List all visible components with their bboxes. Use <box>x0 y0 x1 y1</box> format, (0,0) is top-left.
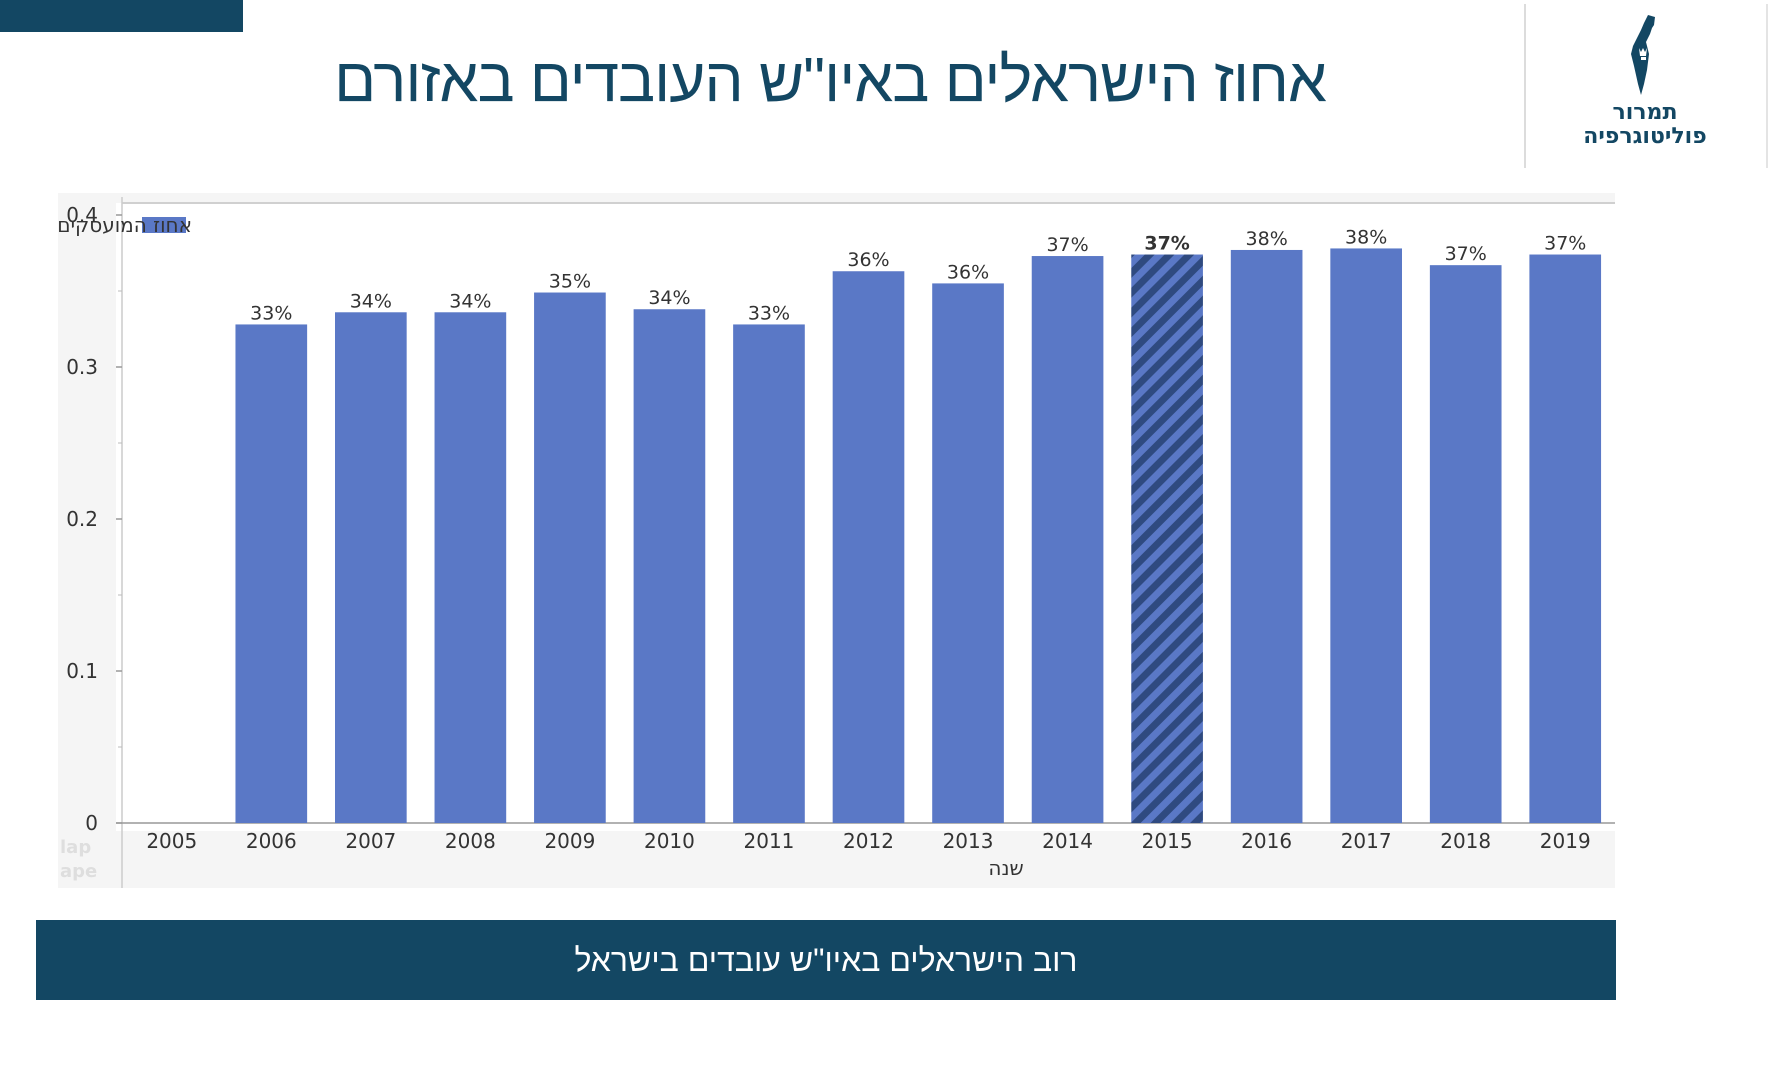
israel-map-icon <box>1631 15 1655 95</box>
y-tick-label: 0.4 <box>66 203 98 227</box>
x-tick-label-2011: 2011 <box>744 829 795 853</box>
data-label-2008: 34% <box>449 290 491 312</box>
bar-2015 <box>1131 254 1203 823</box>
data-label-2014: 37% <box>1046 234 1088 256</box>
x-tick-label-2005: 2005 <box>146 829 197 853</box>
data-label-2009: 35% <box>549 271 591 293</box>
x-tick-label-2008: 2008 <box>445 829 496 853</box>
data-label-2006: 33% <box>250 302 292 324</box>
logo-text-line2: פוליטוגרפיה <box>1583 124 1707 149</box>
x-tick-label-2018: 2018 <box>1440 829 1491 853</box>
x-tick-label-2006: 2006 <box>246 829 297 853</box>
bar-2012 <box>832 271 905 823</box>
data-label-2017: 38% <box>1345 226 1387 248</box>
x-tick-label-2007: 2007 <box>345 829 396 853</box>
x-tick-label-2015: 2015 <box>1142 829 1193 853</box>
y-tick-label: 0.2 <box>66 507 98 531</box>
y-tick-label: 0.3 <box>66 355 98 379</box>
data-label-2018: 37% <box>1445 243 1487 265</box>
y-tick-label: 0 <box>85 811 98 835</box>
top-accent-strip <box>0 0 243 32</box>
caption-box: רוב הישראלים באיו"ש עובדים בישראל <box>36 920 1616 1000</box>
data-label-2013: 36% <box>947 261 989 283</box>
bar-2010 <box>633 309 706 823</box>
legend-swatch <box>142 217 186 233</box>
bar-chart: 0 0.1 0.2 0.3 0.4 33% 34% 34% 35% 34% 33% 36% 36% 37… <box>58 197 1615 888</box>
data-label-2016: 38% <box>1246 228 1288 250</box>
data-label-2019: 37% <box>1544 233 1586 255</box>
watermark-line1: lap <box>60 837 92 858</box>
data-label-2012: 36% <box>847 249 889 271</box>
logo-divider <box>1524 4 1526 168</box>
watermark-line2: ape <box>60 861 98 882</box>
x-tick-label-2016: 2016 <box>1241 829 1292 853</box>
bar-2016 <box>1230 249 1303 824</box>
x-tick-label-2012: 2012 <box>843 829 894 853</box>
bar-2013 <box>932 283 1004 823</box>
bar-2006 <box>235 324 308 823</box>
logo-text-line1: תמרור <box>1612 100 1678 125</box>
x-tick-label-2013: 2013 <box>943 829 994 853</box>
bar-2018 <box>1429 265 1502 823</box>
bar-2017 <box>1330 248 1402 823</box>
bar-2008 <box>434 312 507 823</box>
x-tick-label-2017: 2017 <box>1341 829 1392 853</box>
caption-text: רוב הישראלים באיו"ש עובדים בישראל <box>574 942 1078 978</box>
bar-2011 <box>733 324 805 823</box>
slide-title: אחוז הישראלים באיו"ש העובדים באזורם <box>334 46 1327 115</box>
x-tick-label-2009: 2009 <box>544 829 595 853</box>
bar-2014 <box>1031 256 1104 823</box>
logo: תמרור פוליטוגרפיה <box>1570 14 1720 154</box>
chart-panel: 0 0.1 0.2 0.3 0.4 33% 34% 34% 35% 34% 33% 36% 36% 37… <box>58 193 1615 888</box>
bar-2009 <box>534 292 606 823</box>
x-tick-label-2010: 2010 <box>644 829 695 853</box>
data-label-2015: 37% <box>1144 233 1189 255</box>
y-tick-label: 0.1 <box>66 659 98 683</box>
x-tick-label-2014: 2014 <box>1042 829 1093 853</box>
x-axis-label: שנה <box>988 856 1023 880</box>
right-edge-line <box>1766 4 1768 168</box>
legend-label: אחוז המועסקים הישראלים שגרים באיו"ש <box>58 213 192 237</box>
data-label-2007: 34% <box>350 290 392 312</box>
bar-2019 <box>1529 254 1602 823</box>
data-label-2011: 33% <box>748 302 790 324</box>
x-tick-label-2019: 2019 <box>1540 829 1591 853</box>
bar-2007 <box>335 312 407 823</box>
data-label-2010: 34% <box>648 287 690 309</box>
